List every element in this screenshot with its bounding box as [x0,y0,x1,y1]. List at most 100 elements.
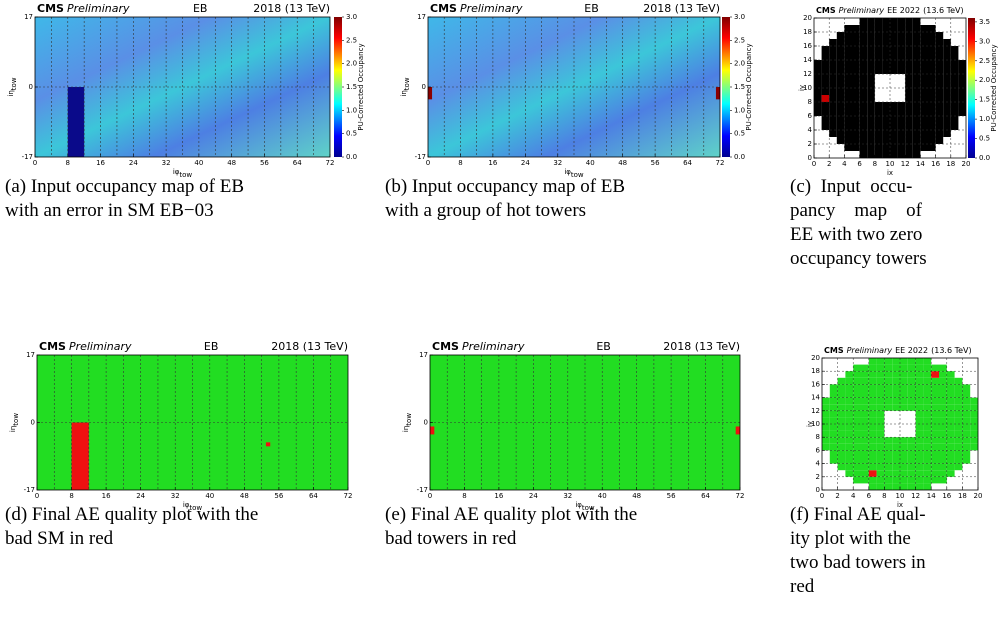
x-tick-label: 10 [896,492,905,500]
x-tick-label: 16 [102,492,111,500]
tower [900,377,908,385]
colorbar-tick-label: 1.0 [346,106,357,114]
tower [907,483,916,490]
tower [950,81,959,88]
tower [868,364,877,372]
tower [900,437,908,444]
x-axis-label: iφtow [575,501,595,512]
tower [915,443,924,451]
tower [844,123,852,130]
tower [958,74,966,81]
energy-label: 2018 (13 TeV) [643,2,720,15]
tower [845,384,854,391]
tower [954,404,963,411]
x-tick-label: 32 [162,159,171,167]
tower [950,46,959,53]
tower [943,130,951,137]
tower [829,74,837,81]
caption: (d) Final AE quality plot with the [5,504,258,525]
bad-tower [430,426,435,435]
tower [829,39,837,46]
tower [915,364,924,372]
tower [876,430,885,438]
tower [868,384,877,391]
tower [920,95,928,102]
tower [923,437,932,444]
tower [939,371,947,378]
tower [867,53,875,60]
colorbar-tick-label: 0.0 [734,153,745,161]
tower [837,437,846,444]
tower [845,424,854,431]
tower [912,137,921,144]
y-tick-label: 18 [803,28,812,36]
tower [859,95,868,102]
tower [950,88,959,95]
tower [836,109,845,116]
tower [928,46,936,53]
tower [836,130,845,137]
tower [931,391,939,398]
tower [928,53,936,60]
x-tick-label: 6 [867,492,872,500]
tower [882,109,890,116]
tower [859,46,868,53]
tower [867,25,875,32]
x-tick-label: 64 [683,159,692,167]
x-tick-label: 64 [293,159,302,167]
prelim-label: Preliminary [460,2,523,15]
tower [821,123,830,130]
y-axis-label: iηtow [400,77,411,96]
tower [821,46,830,53]
tower [892,397,900,405]
tower [882,60,890,67]
tower [837,404,846,411]
x-tick-label: 4 [842,160,847,168]
tower [915,463,924,471]
tower [915,377,924,385]
tower [935,109,944,116]
tower [907,358,916,365]
tower [890,102,898,109]
colorbar-tick-label: 2.5 [346,36,357,44]
y-tick-label: 16 [803,42,812,50]
tower [943,46,951,53]
tower [859,18,868,25]
tower [928,60,936,67]
tower [874,60,883,67]
tower [814,74,822,81]
tower [859,74,868,81]
tower [852,102,860,109]
tower [867,137,875,144]
x-label-sub: tow [571,171,584,179]
tower [923,417,932,424]
tower [907,457,916,464]
tower [836,95,845,102]
tower [950,123,959,130]
tower [923,364,932,372]
tower [897,67,906,74]
tower [897,46,906,53]
tower [962,443,971,451]
x-tick-label: 8 [462,492,466,500]
tower [958,102,966,109]
tower [852,25,860,32]
x-tick-label: 24 [529,492,538,500]
y-tick-label: 2 [816,473,820,481]
tower [950,116,959,123]
tower [859,88,868,95]
tower [892,358,900,365]
tower [923,443,932,451]
tower [943,53,951,60]
tower [852,60,860,67]
tower [915,391,924,398]
tower [859,151,868,158]
tower [884,476,893,484]
tower [928,81,936,88]
tower [859,81,868,88]
y-tick-label: 0 [424,419,428,427]
energy-label: 2018 (13 TeV) [253,2,330,15]
tower [912,32,921,39]
x-label-main: ix [887,169,893,177]
tower [821,116,830,123]
